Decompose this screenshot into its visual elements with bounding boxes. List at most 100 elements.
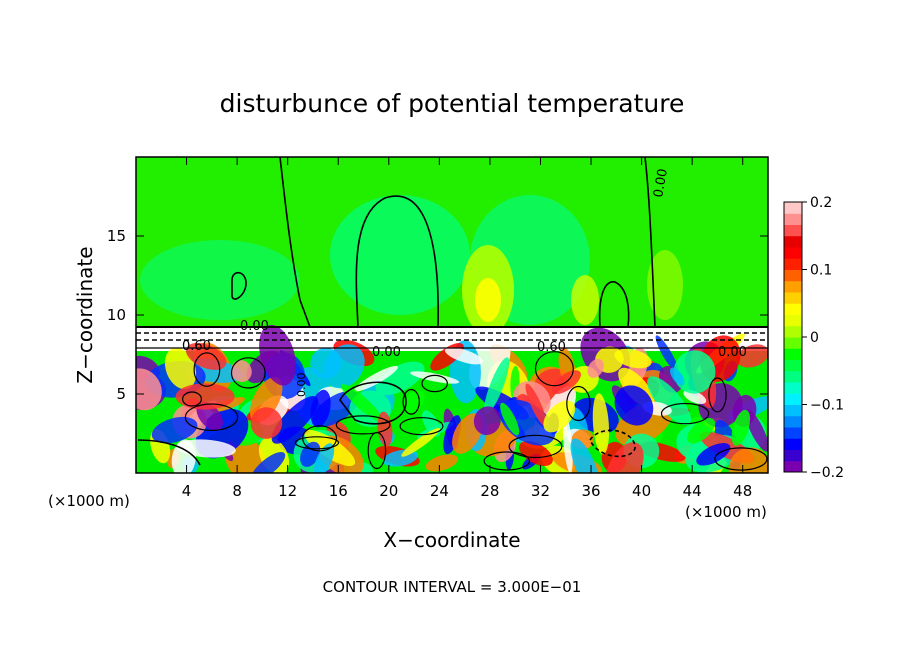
x-tick-label: 48: [733, 482, 752, 500]
contour-label: 0.00: [240, 319, 269, 334]
colorbar-swatch: [784, 449, 802, 462]
plot-area: [136, 157, 768, 473]
colorbar-tick-label: 0: [810, 330, 819, 346]
colorbar-swatch: [784, 314, 802, 327]
turbulence-blob: [728, 447, 768, 473]
turbulence-blob: [313, 443, 335, 473]
turbulence-contour: [660, 402, 710, 425]
turbulence-blob: [401, 427, 441, 457]
x-tick-label: 36: [581, 482, 600, 500]
turbulence-blob: [175, 383, 235, 410]
turbulence-blob: [731, 409, 751, 446]
x-tick-label: 24: [430, 482, 449, 500]
colorbar-swatch: [784, 292, 802, 304]
turbulence-contour: [534, 351, 574, 387]
x-tick-label: 20: [379, 482, 398, 500]
colorbar-swatch: [784, 370, 802, 383]
x-tick-label: 40: [632, 482, 651, 500]
colorbar-swatch: [784, 224, 802, 237]
turbulence-blob: [696, 443, 731, 466]
colorbar-tick-label: −0.2: [810, 465, 844, 481]
turbulence-blob: [185, 342, 227, 370]
y-axis-label: Z−coordinate: [73, 246, 97, 383]
contour-line: [598, 281, 630, 328]
y-tick-label: 5: [116, 385, 126, 403]
turbulence-contour: [335, 415, 391, 435]
colorbar-swatch: [784, 460, 802, 473]
yellow-plume: [475, 278, 501, 322]
contour-line: [644, 157, 656, 328]
colorbar-swatch: [784, 404, 802, 417]
turbulence-contour: [421, 374, 448, 393]
x-tick-label: 8: [232, 482, 242, 500]
contour-label: 0.00: [295, 373, 308, 398]
colorbar-axis: 0.2 0.1 0 −0.1 −0.2: [802, 195, 844, 481]
colorbar-swatch: [784, 247, 802, 259]
contour-line: [589, 429, 636, 458]
y-tick-label: 15: [107, 227, 126, 245]
colorbar-tick-label: 0.2: [810, 195, 832, 211]
contour-labels: 0.00 0.60 0.00 0.60 0.00 0.00 0.00: [182, 168, 747, 397]
turbulence-blob: [375, 361, 425, 396]
colorbar-swatch: [784, 213, 802, 225]
chart-title: disturbunce of potential temperature: [220, 89, 685, 118]
colorbar-swatch: [784, 427, 802, 439]
turbulence-blob: [484, 357, 510, 415]
contour-line: [137, 439, 201, 466]
x-tick-label: 44: [683, 482, 702, 500]
x-tick-label: 32: [531, 482, 550, 500]
turbulence-blob: [473, 406, 501, 436]
x-axis: 4 8 12 16 20 24 28 32 36 40 44 48: [182, 157, 752, 500]
turbulence-contour: [184, 403, 239, 431]
colorbar: [784, 202, 802, 473]
y-axis: 5 10 15: [107, 227, 768, 403]
turbulence-contour: [230, 357, 266, 389]
turbulence-blob: [444, 347, 483, 365]
turbulence-blob: [519, 440, 553, 467]
turbulence-contour: [399, 417, 444, 436]
turbulence-blob: [136, 368, 162, 411]
contour-lines: [136, 157, 768, 466]
turbulence-blob: [323, 344, 365, 389]
colorbar-swatch: [784, 359, 802, 372]
colorbar-swatch: [784, 202, 802, 214]
turbulence-blob: [683, 389, 707, 405]
turbulence-blob: [164, 347, 197, 390]
turbulence-blob: [171, 439, 196, 473]
cyan-plume: [140, 240, 300, 320]
turbulence-blob: [230, 360, 252, 383]
contour-label: 0.00: [372, 345, 401, 360]
colorbar-swatch: [784, 258, 802, 270]
turbulence-blob: [251, 451, 286, 473]
colorbar-swatch: [784, 415, 802, 428]
turbulence-blob: [443, 415, 462, 455]
contour-line: [355, 195, 439, 328]
turbulence-blob: [670, 367, 685, 386]
y-tick-label: 10: [107, 306, 126, 324]
turbulence-blob: [655, 335, 679, 374]
turbulence-contour: [193, 352, 221, 387]
turbulence-contour: [714, 447, 768, 471]
turbulence-blob: [250, 407, 283, 439]
turbulence-blob: [647, 376, 692, 426]
yellow-plume: [647, 250, 683, 320]
turbulence-blob: [525, 383, 547, 427]
turbulence-contour: [708, 377, 727, 413]
x-tick-label: 28: [480, 482, 499, 500]
cyan-plume: [330, 195, 470, 315]
turbulence-blob: [614, 348, 652, 369]
turbulence-blob: [562, 415, 573, 473]
x-tick-label: 16: [329, 482, 348, 500]
colorbar-swatch: [784, 269, 802, 282]
contour-interval-note: CONTOUR INTERVAL = 3.000E−01: [323, 578, 582, 596]
turbulence-blob: [687, 418, 716, 444]
colorbar-tick-label: −0.1: [810, 398, 844, 414]
turbulence-contour: [566, 385, 591, 422]
turbulence-blob: [736, 344, 768, 368]
colorbar-swatch: [784, 393, 802, 405]
x-unit-right: (×1000 m): [685, 503, 767, 521]
turbulence-blob: [614, 385, 654, 426]
x-unit-left: (×1000 m): [48, 492, 130, 510]
turbulence-blob: [271, 396, 319, 444]
